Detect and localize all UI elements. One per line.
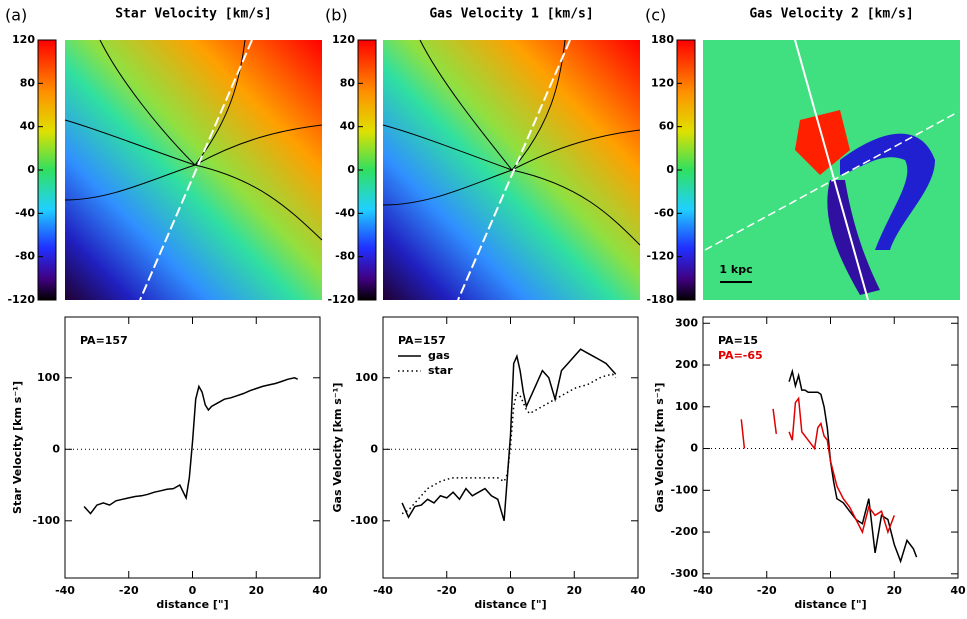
colorbar-tick-label: 60 [659,120,675,133]
x-tick-label: 20 [249,584,265,597]
x-tick-label: 40 [312,584,328,597]
colorbar-tick-label: 120 [12,33,35,46]
colorbar-tick-label: 0 [347,163,355,176]
data-line [83,377,299,515]
x-tick-label: 0 [827,584,835,597]
x-axis-label: distance ["] [794,598,866,611]
colorbar-tick-label: -120 [7,293,35,306]
x-tick-label: 20 [567,584,583,597]
colorbar-tick-label: -120 [327,293,355,306]
colorbar-tick-label: 40 [340,120,356,133]
x-tick-label: -20 [437,584,457,597]
y-tick-label: 300 [675,316,698,329]
x-tick-label: -40 [373,584,393,597]
y-tick-label: -100 [350,514,378,527]
y-tick-label: 100 [37,371,60,384]
y-tick-label: 0 [52,442,60,455]
y-axis-label: Gas Velocity [km s⁻¹] [331,383,344,513]
colorbar-tick-label: 0 [27,163,35,176]
colorbar-tick-label: -40 [335,206,355,219]
colorbar-tick-label: -80 [15,250,35,263]
data-line [401,373,617,515]
x-tick-label: 20 [887,584,903,597]
colorbar-tick-label: 120 [651,76,674,89]
map-c [703,39,960,301]
x-tick-label: 0 [507,584,515,597]
y-tick-label: -200 [670,525,698,538]
scale-bar-label: 1 kpc [719,263,752,276]
annotation: PA=157 [80,334,128,347]
map-title: Gas Velocity 2 [km/s] [749,7,913,22]
colorbar-tick-label: -80 [335,250,355,263]
colorbar-tick-label: 120 [332,33,355,46]
y-tick-label: 200 [675,358,698,371]
x-axis-label: distance ["] [474,598,546,611]
map-b [382,39,641,301]
colorbar-tick-label: 0 [666,163,674,176]
y-axis-label: Star Velocity [km s⁻¹] [11,381,24,514]
legend-label: star [428,364,453,377]
legend-label: PA=15 [718,334,758,347]
map-title: Star Velocity [km/s] [115,7,272,22]
x-tick-label: 0 [189,584,197,597]
data-line [401,348,617,522]
panel-label: (a) [5,6,27,25]
y-tick-label: -100 [670,483,698,496]
y-tick-label: 0 [690,442,698,455]
y-axis-label: Gas Velocity [km s⁻¹] [653,383,666,513]
y-tick-label: -300 [670,567,698,580]
map-a [64,39,323,301]
y-tick-label: 100 [675,400,698,413]
y-tick-label: 100 [355,371,378,384]
y-tick-label: -100 [32,514,60,527]
colorbar-tick-label: 80 [20,76,36,89]
x-tick-label: 40 [630,584,646,597]
y-tick-label: 0 [370,442,378,455]
panel-label: (b) [325,6,348,25]
plot-frame [382,316,639,579]
colorbar-tick-label: 80 [340,76,356,89]
legend-label: gas [428,349,450,362]
colorbar-tick-label: -120 [646,250,674,263]
colorbar-tick-label: 40 [20,120,36,133]
map-title: Gas Velocity 1 [km/s] [429,7,593,22]
colorbar-tick-label: -60 [654,206,674,219]
data-line [788,368,918,564]
colorbar-tick-label: 180 [651,33,674,46]
colorbar-tick-label: -180 [646,293,674,306]
data-line [740,396,896,535]
x-tick-label: -40 [693,584,713,597]
annotation: PA=157 [398,334,446,347]
panel-label: (c) [645,6,666,25]
colorbar-tick-label: -40 [15,206,35,219]
x-tick-label: -20 [119,584,139,597]
legend-label: PA=-65 [718,349,763,362]
x-axis-label: distance ["] [156,598,228,611]
x-tick-label: -20 [757,584,777,597]
x-tick-label: 40 [950,584,966,597]
x-tick-label: -40 [55,584,75,597]
